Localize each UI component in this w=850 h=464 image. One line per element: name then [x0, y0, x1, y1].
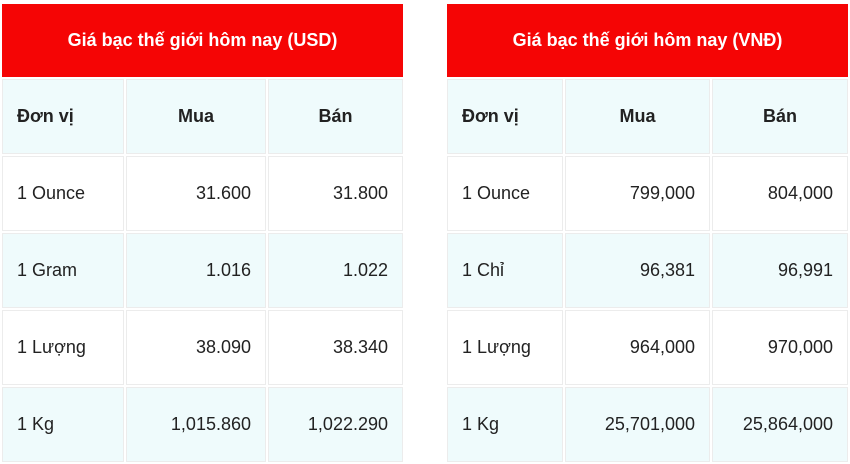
sell-cell: 1,022.290	[268, 387, 403, 462]
table-row: 1 Gram 1.016 1.022	[2, 233, 403, 308]
column-header-unit: Đơn vị	[2, 79, 124, 154]
table-row: 1 Ounce 31.600 31.800	[2, 156, 403, 231]
usd-price-table: Giá bạc thế giới hôm nay (USD) Đơn vị Mu…	[0, 2, 405, 464]
sell-cell: 970,000	[712, 310, 848, 385]
sell-cell: 25,864,000	[712, 387, 848, 462]
vnd-table-title: Giá bạc thế giới hôm nay (VNĐ)	[447, 4, 848, 77]
buy-cell: 96,381	[565, 233, 710, 308]
table-row: 1 Lượng 38.090 38.340	[2, 310, 403, 385]
table-row: 1 Kg 1,015.860 1,022.290	[2, 387, 403, 462]
unit-cell: 1 Kg	[2, 387, 124, 462]
unit-cell: 1 Kg	[447, 387, 563, 462]
column-header-sell: Bán	[712, 79, 848, 154]
column-header-buy: Mua	[565, 79, 710, 154]
unit-cell: 1 Lượng	[2, 310, 124, 385]
sell-cell: 31.800	[268, 156, 403, 231]
buy-cell: 38.090	[126, 310, 266, 385]
sell-cell: 804,000	[712, 156, 848, 231]
table-row: 1 Ounce 799,000 804,000	[447, 156, 848, 231]
buy-cell: 25,701,000	[565, 387, 710, 462]
column-header-unit: Đơn vị	[447, 79, 563, 154]
buy-cell: 1.016	[126, 233, 266, 308]
table-row: 1 Chỉ 96,381 96,991	[447, 233, 848, 308]
table-row: 1 Kg 25,701,000 25,864,000	[447, 387, 848, 462]
unit-cell: 1 Ounce	[2, 156, 124, 231]
unit-cell: 1 Ounce	[447, 156, 563, 231]
header-row: Đơn vị Mua Bán	[2, 79, 403, 154]
unit-cell: 1 Gram	[2, 233, 124, 308]
sell-cell: 96,991	[712, 233, 848, 308]
unit-cell: 1 Lượng	[447, 310, 563, 385]
buy-cell: 799,000	[565, 156, 710, 231]
header-row: Đơn vị Mua Bán	[447, 79, 848, 154]
usd-table-title: Giá bạc thế giới hôm nay (USD)	[2, 4, 403, 77]
column-header-sell: Bán	[268, 79, 403, 154]
sell-cell: 38.340	[268, 310, 403, 385]
vnd-price-table: Giá bạc thế giới hôm nay (VNĐ) Đơn vị Mu…	[445, 2, 850, 464]
buy-cell: 31.600	[126, 156, 266, 231]
sell-cell: 1.022	[268, 233, 403, 308]
column-header-buy: Mua	[126, 79, 266, 154]
buy-cell: 964,000	[565, 310, 710, 385]
buy-cell: 1,015.860	[126, 387, 266, 462]
table-row: 1 Lượng 964,000 970,000	[447, 310, 848, 385]
unit-cell: 1 Chỉ	[447, 233, 563, 308]
